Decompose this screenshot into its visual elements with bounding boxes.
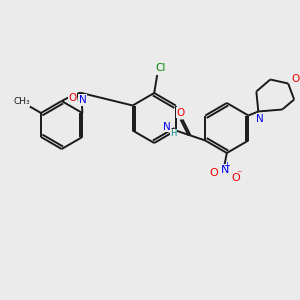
Text: O: O [209, 168, 218, 178]
Text: +: + [224, 160, 230, 169]
Text: Cl: Cl [155, 63, 165, 73]
Text: O: O [68, 93, 76, 103]
Text: O: O [231, 173, 240, 183]
Text: N: N [221, 165, 229, 175]
Text: CH₃: CH₃ [13, 98, 30, 106]
Text: N: N [163, 122, 171, 131]
Text: ⁻: ⁻ [236, 169, 242, 179]
Text: O: O [176, 107, 185, 118]
Text: N: N [256, 113, 264, 124]
Text: N: N [79, 95, 87, 105]
Text: H: H [171, 129, 177, 138]
Text: O: O [291, 74, 299, 85]
